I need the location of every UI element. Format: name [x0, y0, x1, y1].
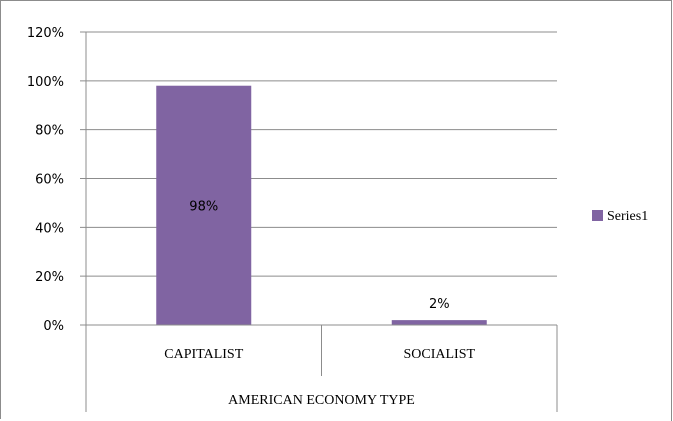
y-tick-label: 60% — [35, 173, 64, 188]
legend-swatch-series1 — [592, 210, 603, 221]
y-tick-label: 0% — [43, 319, 64, 334]
data-label-socialist: 2% — [429, 297, 450, 312]
y-tick-label: 120% — [27, 26, 64, 41]
category-label: SOCIALIST — [403, 347, 475, 362]
data-labels: 98% 2% — [189, 199, 449, 312]
x-axis-title: AMERICAN ECONOMY TYPE — [228, 393, 415, 408]
legend-label-series1: Series1 — [607, 209, 648, 224]
y-tick-label: 80% — [35, 124, 64, 139]
bar-socialist — [391, 320, 487, 325]
bars — [156, 85, 487, 325]
y-tick-label: 40% — [35, 221, 64, 236]
axes — [85, 32, 558, 412]
x-axis-category-labels: CAPITALIST SOCIALIST — [164, 347, 475, 362]
chart-frame-right-edge — [671, 0, 672, 421]
y-axis-tick-labels: 0% 20% 40% 60% 80% 100% 120% — [27, 26, 64, 334]
y-tick-label: 100% — [27, 75, 64, 90]
y-tick-label: 20% — [35, 270, 64, 285]
gridlines — [80, 31, 557, 326]
data-label-capitalist: 98% — [189, 199, 218, 214]
category-label: CAPITALIST — [164, 347, 243, 362]
bar-capitalist — [156, 85, 252, 325]
legend: Series1 — [592, 209, 648, 224]
